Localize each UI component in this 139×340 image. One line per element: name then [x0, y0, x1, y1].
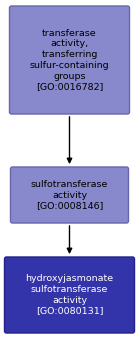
Text: sulfotransferase
activity
[GO:0008146]: sulfotransferase activity [GO:0008146] [31, 180, 108, 210]
FancyBboxPatch shape [9, 6, 130, 114]
Text: hydroxyjasmonate
sulfotransferase
activity
[GO:0080131]: hydroxyjasmonate sulfotransferase activi… [25, 274, 114, 316]
Text: transferase
activity,
transferring
sulfur-containing
groups
[GO:0016782]: transferase activity, transferring sulfu… [30, 29, 109, 91]
FancyBboxPatch shape [4, 257, 135, 333]
FancyBboxPatch shape [11, 167, 128, 223]
